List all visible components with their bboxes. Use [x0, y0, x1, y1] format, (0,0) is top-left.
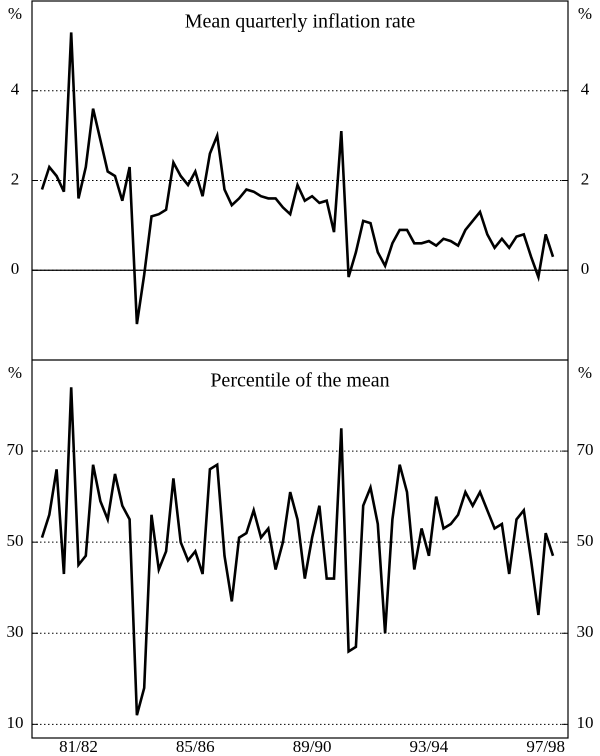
data-line: [40, 32, 555, 325]
x-tick-label: 81/82: [59, 737, 98, 756]
y-axis-label-right: %: [578, 4, 592, 23]
data-line: [40, 387, 555, 716]
y-tick-label: 0: [11, 259, 20, 278]
y-tick-label: 50: [7, 531, 24, 550]
x-tick-label: 97/98: [526, 737, 565, 756]
frame: [31, 0, 569, 739]
chart-title: Mean quarterly inflation rate: [185, 11, 416, 33]
y-tick-label: 30: [7, 622, 24, 641]
y-tick-label: 2: [11, 169, 20, 188]
y-tick-label-right: 2: [581, 169, 590, 188]
x-tick-label: 89/90: [293, 737, 332, 756]
y-tick-label-right: 30: [577, 622, 594, 641]
y-tick-label-right: 10: [577, 713, 594, 732]
x-tick-label: 85/86: [176, 737, 215, 756]
y-tick-label-right: 0: [581, 259, 590, 278]
y-tick-label-right: 70: [577, 440, 594, 459]
x-tick-label: 93/94: [410, 737, 449, 756]
y-tick-label: 10: [7, 713, 24, 732]
y-tick-label-right: 4: [581, 80, 590, 99]
y-axis-label: %: [8, 4, 22, 23]
y-tick-label-right: 50: [577, 531, 594, 550]
y-tick-label: 4: [11, 80, 20, 99]
y-axis-label: %: [8, 363, 22, 382]
chart-title: Percentile of the mean: [210, 370, 389, 392]
y-tick-label: 70: [7, 440, 24, 459]
y-axis-label-right: %: [578, 363, 592, 382]
